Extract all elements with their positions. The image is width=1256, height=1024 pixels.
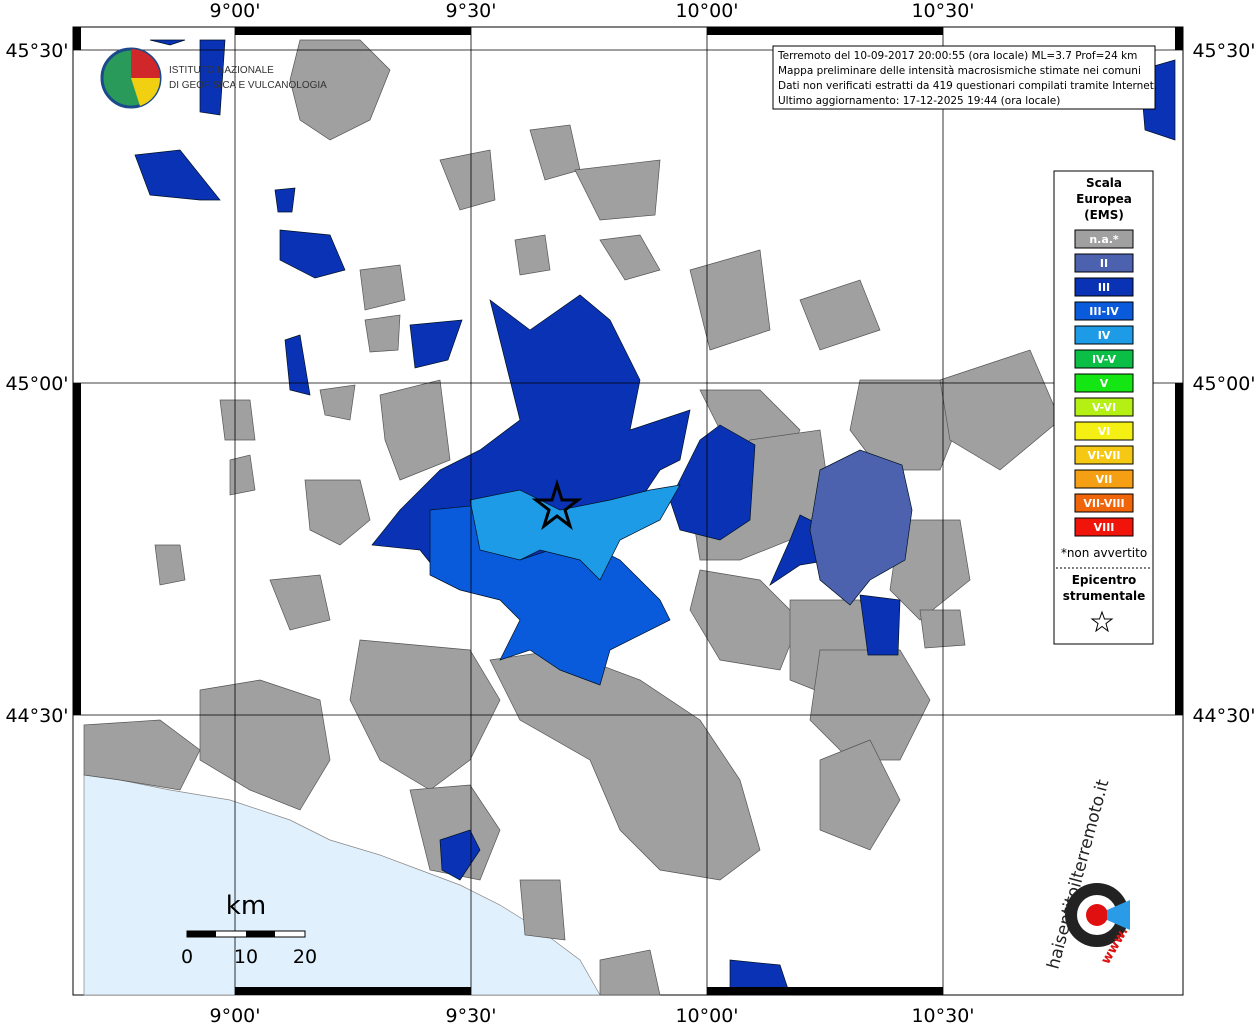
legend-label: IV-V: [1092, 353, 1117, 366]
lat-label: 45°30': [1192, 40, 1255, 62]
badge-core: [1086, 904, 1108, 926]
logo-segment: [131, 78, 161, 106]
legend-swatch: [1074, 325, 1134, 345]
legend-label: VII: [1096, 473, 1113, 486]
graticule: [73, 27, 1183, 995]
legend-label: III-IV: [1089, 305, 1119, 318]
frame-bars: [73, 27, 1183, 995]
lat-label: 45°30': [5, 40, 68, 62]
ingv-logo: ISTITUTO NAZIONALE DI GEOFISICA E VULCAN…: [100, 47, 327, 109]
logo-segment: [131, 49, 160, 78]
frame-bar: [1175, 27, 1183, 50]
frame-bar: [235, 987, 471, 995]
legend-title: Scala: [1086, 176, 1122, 190]
lat-label: 44°30': [1192, 705, 1255, 727]
frame-bar: [235, 27, 471, 35]
legend-swatch: [1074, 253, 1134, 273]
info-line: Mappa preliminare delle intensità macros…: [778, 65, 1141, 77]
frame-bar: [707, 987, 943, 995]
info-line: Dati non verificati estratti da 419 ques…: [778, 80, 1157, 92]
badge-speaker: [1107, 900, 1130, 930]
legend-swatch: [1074, 301, 1134, 321]
lon-label: 10°00': [675, 1005, 738, 1024]
info-frame: [772, 45, 1156, 110]
legend-swatch: [1074, 229, 1134, 249]
scale-tick: 20: [293, 946, 317, 968]
scale-tick: 10: [234, 946, 258, 968]
scale-unit: km: [226, 891, 266, 921]
institute-line: DI GEOFISICA E VULCANOLOGIA: [169, 80, 327, 91]
lat-label: 45°00': [1192, 373, 1255, 395]
legend-label: n.a.*: [1089, 233, 1119, 246]
scale-segment: [187, 931, 216, 937]
lat-label: 45°00': [5, 373, 68, 395]
scale-tick: 0: [181, 946, 193, 968]
legend-label: VI-VII: [1087, 449, 1120, 462]
legend-label: II: [1100, 257, 1108, 270]
info-box: Terremoto del 10-09-2017 20:00:55 (ora l…: [772, 45, 1157, 110]
legend-star: [1090, 610, 1114, 633]
legend-swatch: [1074, 277, 1134, 297]
legend-swatch: [1074, 517, 1134, 537]
lon-label: 9°30': [446, 0, 497, 22]
legend-label: IV: [1098, 329, 1111, 342]
legend-swatch: [1074, 349, 1134, 369]
lat-label: 44°30': [5, 705, 68, 727]
legend-title: Europea: [1076, 192, 1132, 206]
legend-title: (EMS): [1084, 208, 1124, 222]
legend-swatch: [1074, 397, 1134, 417]
lon-label: 9°00': [210, 1005, 261, 1024]
frame-bar: [707, 27, 943, 35]
map-area: [72, 26, 1184, 996]
lon-label: 9°30': [446, 1005, 497, 1024]
legend-swatch: [1074, 493, 1134, 513]
scale-segment: [246, 931, 275, 937]
axis-labels: 9°00' 9°00' 9°30' 9°30' 10°00' 10°00' 10°30' 10…: [5, 0, 1255, 1024]
lon-label: 10°30': [911, 1005, 974, 1024]
scale-bar: km 0 10 20: [181, 891, 317, 968]
legend-epicenter: strumentale: [1063, 589, 1146, 603]
frame-bar: [73, 383, 81, 715]
legend-note: *non avvertito: [1061, 546, 1147, 560]
frame-bar: [1175, 383, 1183, 715]
lon-label: 10°00': [675, 0, 738, 22]
legend-swatch: [1074, 469, 1134, 489]
legend: Scala Europea (EMS) *non avvertito Epice…: [1053, 170, 1154, 645]
info-line: Ultimo aggiornamento: 17-12-2025 19:44 (…: [778, 95, 1060, 107]
legend-label: V-VI: [1092, 401, 1116, 414]
lon-label: 9°00': [210, 0, 261, 22]
lon-label: 10°30': [911, 0, 974, 22]
felt-intensity-areas: [134, 39, 1176, 996]
legend-epicenter: Epicentro: [1072, 573, 1137, 587]
legend-swatch: [1074, 373, 1134, 393]
legend-swatch: [1074, 445, 1134, 465]
legend-label: VIII: [1094, 521, 1115, 534]
frame-bar: [73, 27, 81, 50]
institute-line: ISTITUTO NAZIONALE: [169, 65, 274, 76]
epicenter-star: [531, 478, 583, 531]
legend-label: VI: [1098, 425, 1111, 438]
legend-label: V: [1100, 377, 1109, 390]
info-line: Terremoto del 10-09-2017 20:00:55 (ora l…: [777, 50, 1137, 62]
legend-swatch: [1074, 421, 1134, 441]
legend-label: III: [1098, 281, 1110, 294]
legend-label: VII-VIII: [1083, 497, 1124, 510]
